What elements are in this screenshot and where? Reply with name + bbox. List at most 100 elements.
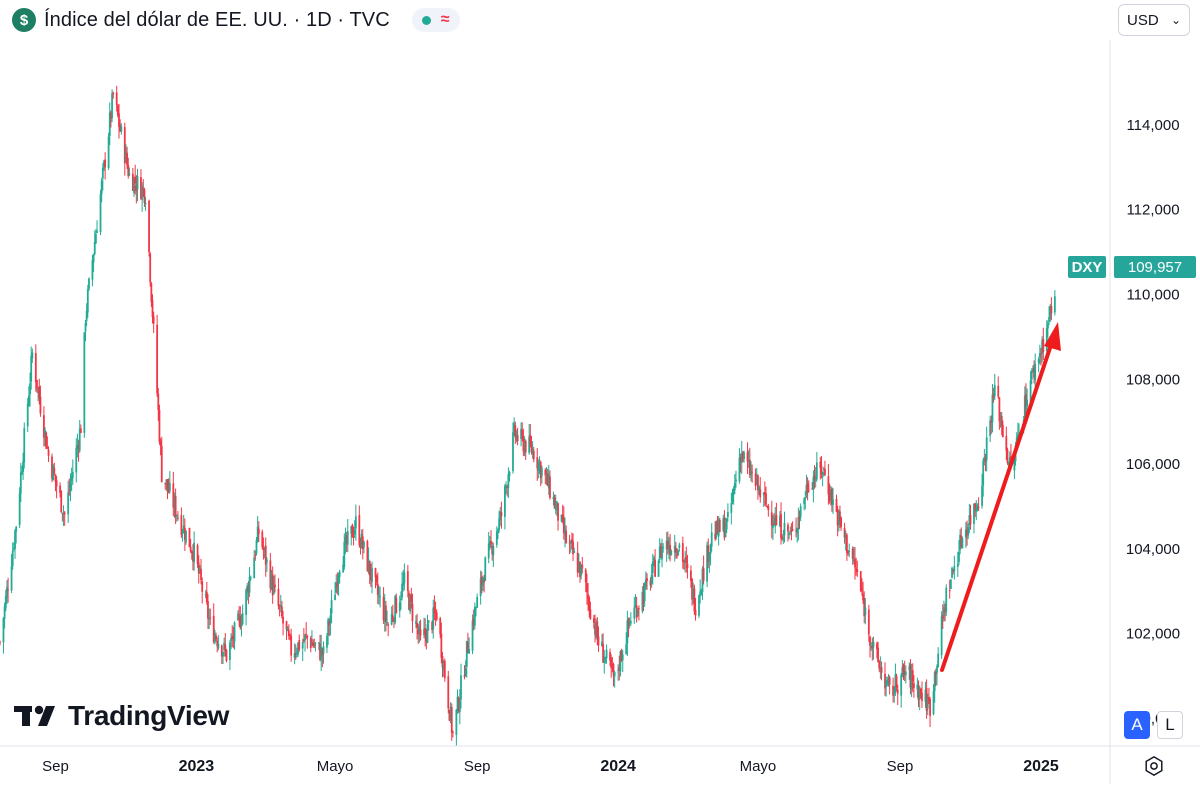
candle-body: [521, 429, 524, 436]
candle-body: [237, 613, 239, 621]
candle-body: [755, 475, 758, 485]
candle-body: [554, 504, 557, 510]
x-tick-label: 2025: [1023, 758, 1059, 775]
candle-body: [175, 515, 178, 517]
candle-body: [669, 544, 672, 555]
trend-arrow: [940, 322, 1061, 672]
candle-body: [973, 503, 975, 524]
candle-body: [498, 518, 501, 530]
candle-body: [1038, 353, 1041, 358]
candle-body: [183, 527, 186, 540]
candle-body: [904, 671, 907, 676]
candle-body: [686, 563, 689, 569]
candle-body: [2, 618, 5, 643]
candle-body: [88, 278, 90, 289]
tradingview-watermark[interactable]: TradingView: [14, 700, 229, 732]
candle-body: [6, 587, 8, 598]
candle-body: [43, 415, 45, 438]
candle-body: [985, 437, 988, 461]
candle-body: [223, 642, 226, 651]
candle-body: [796, 527, 799, 534]
candle-body: [248, 576, 251, 593]
candlestick-series: [0, 85, 1056, 747]
candle-body: [659, 545, 662, 558]
currency-selector[interactable]: USD ⌄: [1118, 4, 1190, 36]
candle-body: [683, 561, 685, 563]
candle-body: [532, 451, 535, 460]
candle-body: [916, 684, 919, 690]
time-axis[interactable]: Sep 2023 Mayo Sep 2024 Mayo Sep 2025: [42, 758, 1059, 775]
candle-body: [39, 396, 42, 414]
candle-body: [605, 649, 608, 659]
candle-body: [964, 529, 967, 538]
candle-body: [943, 607, 945, 617]
candle-body: [133, 177, 135, 194]
chart-title[interactable]: Índice del dólar de EE. UU. · 1D · TVC: [44, 8, 390, 31]
candle-body: [330, 600, 333, 614]
candle-body: [61, 513, 64, 515]
candle-body: [450, 707, 453, 733]
candle-body: [709, 544, 712, 555]
candle-body: [46, 447, 49, 449]
candle-body: [903, 671, 906, 675]
candle-body: [222, 652, 224, 657]
candle-body: [561, 514, 564, 519]
candle-body: [588, 597, 591, 610]
candle-body: [602, 643, 605, 663]
candle-body: [403, 572, 406, 584]
candle-body: [1034, 363, 1037, 380]
candle-body: [837, 512, 840, 525]
candle-body: [1025, 394, 1027, 406]
y-tick-label: 108,000: [1126, 371, 1180, 388]
y-tick-label: 106,000: [1126, 456, 1180, 473]
candle-body: [895, 676, 898, 688]
candle-body: [263, 547, 266, 549]
log-scale-button[interactable]: L: [1157, 711, 1183, 739]
candle-body: [799, 506, 802, 517]
candle-body: [805, 485, 808, 496]
settings-gear-icon[interactable]: [1140, 752, 1168, 780]
candle-body: [18, 493, 21, 525]
candle-body: [635, 605, 638, 618]
candle-body: [182, 525, 185, 533]
candle-body: [894, 674, 897, 693]
candle-body: [180, 515, 183, 535]
candle-body: [643, 583, 646, 602]
candle-body: [789, 530, 792, 532]
candle-body: [27, 395, 30, 406]
candle-body: [513, 423, 516, 432]
candle-body: [143, 189, 146, 203]
candle-body: [395, 597, 398, 613]
candle-body: [1037, 359, 1040, 364]
candle-body: [86, 289, 89, 313]
candle-body: [359, 544, 362, 548]
candle-body: [181, 531, 184, 533]
market-status-pill[interactable]: ≈: [411, 8, 460, 32]
candle-body: [684, 558, 687, 563]
candle-body: [282, 616, 284, 624]
candle-body: [524, 440, 527, 453]
candle-body: [803, 498, 806, 505]
candle-body: [934, 671, 937, 675]
candle-body: [549, 476, 551, 498]
candle-body: [352, 536, 355, 538]
candle-body: [317, 642, 320, 644]
candle-body: [456, 696, 459, 712]
candle-body: [625, 644, 628, 655]
candle-body: [832, 499, 834, 505]
candle-body: [944, 609, 946, 612]
candle-body: [278, 605, 281, 607]
candle-body: [911, 670, 914, 682]
candle-body: [836, 509, 839, 526]
candle-body: [1045, 328, 1048, 352]
candle-body: [360, 534, 363, 548]
candle-body: [824, 469, 826, 476]
candle-body: [757, 475, 759, 491]
price-axis[interactable]: 100,000102,000104,000106,000108,000110,0…: [1126, 117, 1180, 728]
candle-body: [912, 683, 915, 688]
candle-body: [852, 559, 855, 562]
candle-body: [540, 467, 543, 476]
candle-body: [573, 551, 576, 554]
auto-scale-button[interactable]: A: [1124, 711, 1150, 739]
